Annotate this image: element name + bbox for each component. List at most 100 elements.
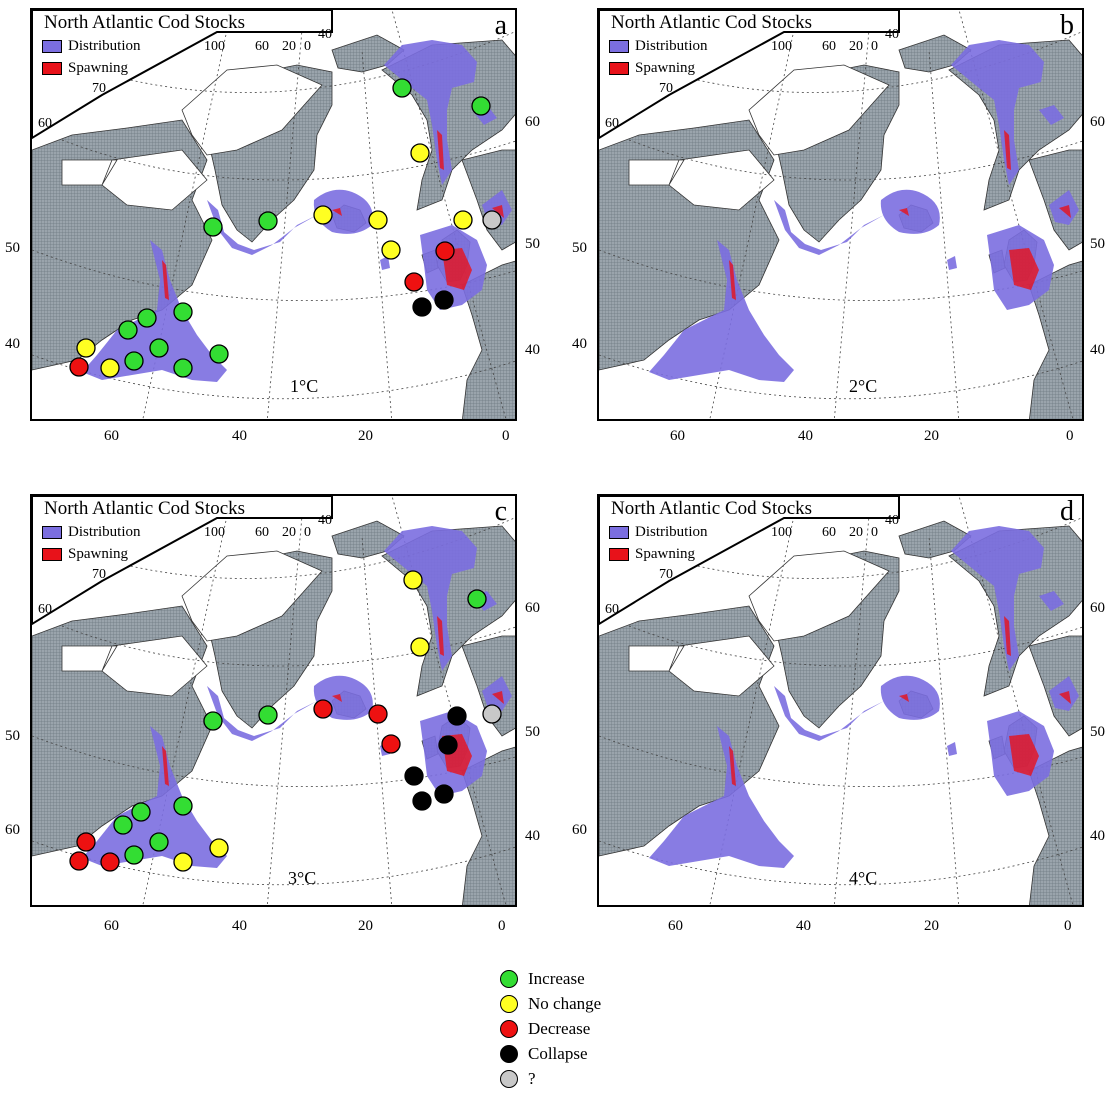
spawning-area: [1009, 248, 1039, 290]
stock-marker-no-change: [453, 210, 473, 230]
distribution-label: Distribution: [635, 524, 708, 540]
collapse-marker: [500, 1044, 518, 1063]
temperature-label: 1°C: [290, 376, 319, 396]
legend-spawning: Spawning: [42, 546, 128, 563]
distribution-swatch: [609, 526, 629, 540]
key-unknown: ?: [500, 1066, 601, 1091]
panel-letter: c: [494, 496, 507, 527]
lat-label-right-40: 40: [1090, 342, 1105, 358]
stock-marker-increase: [149, 832, 169, 852]
stock-marker-unknown: [482, 210, 502, 230]
spawning-swatch: [42, 62, 62, 76]
legend-distribution: Distribution: [42, 524, 141, 541]
key-label: Decrease: [528, 1018, 591, 1038]
distribution-label: Distribution: [68, 524, 141, 540]
unknown-marker: [500, 1069, 518, 1088]
spawning-area: [162, 746, 169, 786]
lat-label-right-40: 40: [525, 828, 540, 844]
stock-marker-increase: [173, 302, 193, 322]
key-label: Collapse: [528, 1043, 588, 1063]
stock-marker-increase: [203, 217, 223, 237]
lon-label-60: 60: [822, 525, 836, 540]
stock-marker-increase: [124, 351, 144, 371]
legend-distribution: Distribution: [609, 38, 708, 55]
spawning-swatch: [42, 548, 62, 562]
lon-label-40: 40: [232, 918, 247, 934]
lat-label-right-60: 60: [1090, 114, 1105, 130]
distribution-area: [207, 686, 317, 741]
legend-title: North Atlantic Cod Stocks: [611, 498, 813, 519]
lat-label-50: 50: [5, 240, 20, 256]
spawning-area: [899, 694, 909, 702]
lon-label-60: 60: [255, 39, 269, 54]
stock-marker-decrease: [404, 272, 424, 292]
spawning-label: Spawning: [68, 546, 128, 562]
key-label: No change: [528, 993, 602, 1013]
spawning-area: [492, 691, 504, 704]
lat-label-right-50: 50: [525, 724, 540, 740]
temperature-label: 2°C: [849, 376, 878, 396]
lat-label-right-60: 60: [525, 600, 540, 616]
lon-label-40: 40: [318, 27, 332, 42]
legend-distribution: Distribution: [609, 524, 708, 541]
lon-label-60: 60: [104, 428, 119, 444]
distribution-area: [774, 686, 884, 741]
lon-label-40: 40: [885, 513, 899, 528]
lon-label-100: 100: [204, 39, 225, 54]
legend-backdrop: [599, 496, 900, 626]
lon-label-100: 100: [771, 39, 792, 54]
stock-marker-collapse: [434, 784, 454, 804]
lat-label-60: 60: [605, 116, 619, 131]
spawning-area: [437, 616, 444, 656]
spawning-label: Spawning: [68, 60, 128, 76]
distribution-area: [951, 40, 1044, 185]
lat-label-70: 70: [92, 81, 106, 96]
land-scandinavia: [1028, 149, 1082, 251]
spawning-area: [1009, 734, 1039, 776]
stock-marker-no-change: [410, 143, 430, 163]
lon-label-40: 40: [232, 428, 247, 444]
legend-title: North Atlantic Cod Stocks: [611, 12, 813, 33]
land-europe: [461, 260, 515, 419]
lat-label-60: 60: [38, 116, 52, 131]
map-a-svg: 100 60 20 0 40 70 60: [32, 10, 515, 419]
lon-label-20: 20: [282, 39, 296, 54]
lon-label-60: 60: [822, 39, 836, 54]
legend-distribution: Distribution: [42, 38, 141, 55]
lat-label-right-50: 50: [1090, 236, 1105, 252]
panel-letter: d: [1060, 496, 1074, 527]
lon-label-20: 20: [358, 428, 373, 444]
legend-backdrop: [32, 496, 333, 626]
stock-marker-increase: [131, 802, 151, 822]
stock-marker-decrease: [69, 851, 89, 871]
lon-label-0: 0: [1064, 918, 1072, 934]
spawning-label: Spawning: [635, 546, 695, 562]
spawning-area: [729, 746, 736, 786]
map-panel-c: 100 60 20 0 40 70 60 North Atlantic Cod Stocks…: [30, 494, 517, 907]
distribution-area: [1039, 591, 1064, 611]
lat-label-60: 60: [38, 602, 52, 617]
key-increase: Increase: [500, 966, 601, 991]
ice-region: [61, 550, 323, 697]
spawning-area: [332, 208, 342, 216]
map-panel-a: 100 60 20 0 40 70 60 North Atlantic Cod Stocks…: [30, 8, 517, 421]
stock-marker-no-change: [173, 852, 193, 872]
stock-marker-no-change: [403, 570, 423, 590]
lat-label-right-60: 60: [525, 114, 540, 130]
stock-marker-increase: [258, 211, 278, 231]
ice-region: [61, 64, 323, 211]
stock-marker-collapse: [434, 290, 454, 310]
lon-label-20: 20: [358, 918, 373, 934]
distribution-swatch: [42, 40, 62, 54]
map-panel-b: 100 60 20 0 40 70 60 North Atlantic Cod Stocks…: [597, 8, 1084, 421]
spawning-area: [1059, 691, 1071, 704]
stock-marker-unknown: [482, 704, 502, 724]
stock-marker-no-change: [100, 358, 120, 378]
spawning-area: [1004, 130, 1011, 170]
distribution-area: [384, 526, 477, 671]
map-b-svg: 100 60 20 0 40 70 60: [599, 10, 1082, 419]
lat-label-50: 50: [572, 240, 587, 256]
key-decrease: Decrease: [500, 1016, 601, 1041]
spawning-area: [1059, 205, 1071, 218]
legend-backdrop: [32, 10, 333, 140]
